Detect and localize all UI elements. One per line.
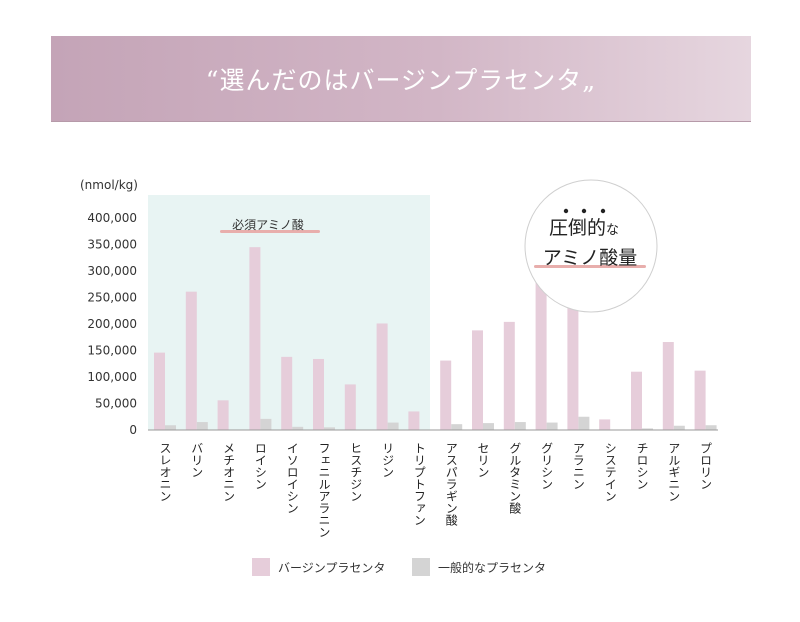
banner-headline: “選んだのはバージンプラセンタ„ — [205, 66, 597, 95]
bar-general-placenta — [165, 425, 176, 430]
bar-virgin-placenta — [631, 371, 642, 430]
bar-general-placenta — [292, 426, 304, 430]
bar-general-placenta — [642, 428, 653, 430]
y-tick-label: 0 — [129, 423, 137, 437]
bar-general-placenta — [705, 425, 717, 430]
y-tick-label: 350,000 — [87, 238, 137, 252]
y-tick-label: 400,000 — [87, 211, 137, 225]
bar-general-placenta — [260, 418, 272, 430]
x-category-label: リジン — [381, 442, 395, 478]
bar-virgin-placenta — [440, 360, 452, 430]
bar-general-placenta — [546, 422, 558, 430]
x-category-label: アスパラギン酸 — [444, 442, 458, 526]
bar-virgin-placenta — [503, 321, 515, 430]
x-category-label: グルタミン酸 — [508, 442, 522, 514]
y-tick-label: 100,000 — [87, 370, 137, 384]
bar-virgin-placenta — [249, 247, 261, 430]
y-axis-unit-label: (nmol/kg) — [80, 178, 138, 192]
bar-virgin-placenta — [408, 411, 420, 430]
legend-swatch-virgin — [252, 558, 270, 576]
bar-virgin-placenta — [154, 352, 165, 430]
bar-virgin-placenta — [376, 323, 388, 430]
bar-virgin-placenta — [535, 275, 547, 430]
x-category-label: プロリン — [699, 442, 713, 490]
bar-virgin-placenta — [472, 330, 483, 430]
bar-general-placenta — [673, 425, 685, 430]
essential-label-underline — [220, 230, 320, 233]
x-category-label: バリン — [190, 442, 204, 478]
bar-general-placenta — [387, 422, 399, 430]
callout-underline — [534, 265, 646, 268]
x-category-label: ロイシン — [253, 442, 267, 490]
callout-circle: 圧倒的な アミノ酸量 — [524, 179, 658, 313]
bar-virgin-placenta — [694, 370, 706, 430]
bar-virgin-placenta — [662, 342, 674, 430]
emphasis-dot — [563, 208, 569, 214]
bar-virgin-placenta — [344, 384, 356, 430]
x-category-label: グリシン — [540, 442, 554, 490]
legend-label-virgin: バージンプラセンタ — [278, 561, 385, 575]
legend-label-general: 一般的なプラセンタ — [438, 560, 546, 575]
bar-virgin-placenta — [281, 356, 293, 430]
bar-virgin-placenta — [599, 419, 611, 430]
x-category-label: システイン — [603, 442, 617, 502]
bar-virgin-placenta — [313, 358, 324, 430]
bar-virgin-placenta — [567, 260, 579, 430]
x-category-label: アラニン — [571, 442, 585, 490]
emphasis-dot — [600, 208, 606, 214]
emphasis-dot — [581, 208, 587, 214]
bar-general-placenta — [451, 424, 463, 430]
legend-swatch-general — [412, 558, 430, 576]
banner-divider — [51, 121, 751, 122]
x-category-label: スレオニン — [158, 442, 172, 502]
x-category-label: セリン — [476, 442, 490, 478]
y-tick-label: 250,000 — [87, 291, 137, 305]
callout-line2: アミノ酸量 — [543, 247, 638, 269]
bar-general-placenta — [324, 427, 335, 430]
legend: バージンプラセンタ 一般的なプラセンタ — [252, 558, 546, 576]
y-tick-label: 50,000 — [95, 397, 137, 411]
x-category-label: フェニルアラニン — [317, 442, 331, 538]
bar-virgin-placenta — [185, 291, 197, 430]
y-tick-label: 150,000 — [87, 344, 137, 358]
x-category-label: アルギニン — [667, 442, 681, 502]
y-tick-label: 200,000 — [87, 317, 137, 331]
bar-general-placenta — [514, 422, 526, 430]
x-category-label: イソロイシン — [285, 442, 299, 514]
x-category-label: トリプトファン — [412, 442, 426, 526]
bar-virgin-placenta — [217, 400, 229, 430]
bar-general-placenta — [483, 423, 494, 430]
y-tick-label: 300,000 — [87, 264, 137, 278]
bar-general-placenta — [578, 416, 590, 430]
x-category-label: ヒスチジン — [349, 442, 363, 502]
header-banner: “選んだのはバージンプラセンタ„ — [51, 36, 751, 121]
bar-general-placenta — [196, 422, 208, 430]
x-category-label: メチオニン — [222, 442, 236, 502]
essential-group-label: 必須アミノ酸 — [232, 217, 304, 232]
x-category-label: チロシン — [635, 442, 649, 490]
callout-line1: 圧倒的な — [549, 217, 619, 239]
